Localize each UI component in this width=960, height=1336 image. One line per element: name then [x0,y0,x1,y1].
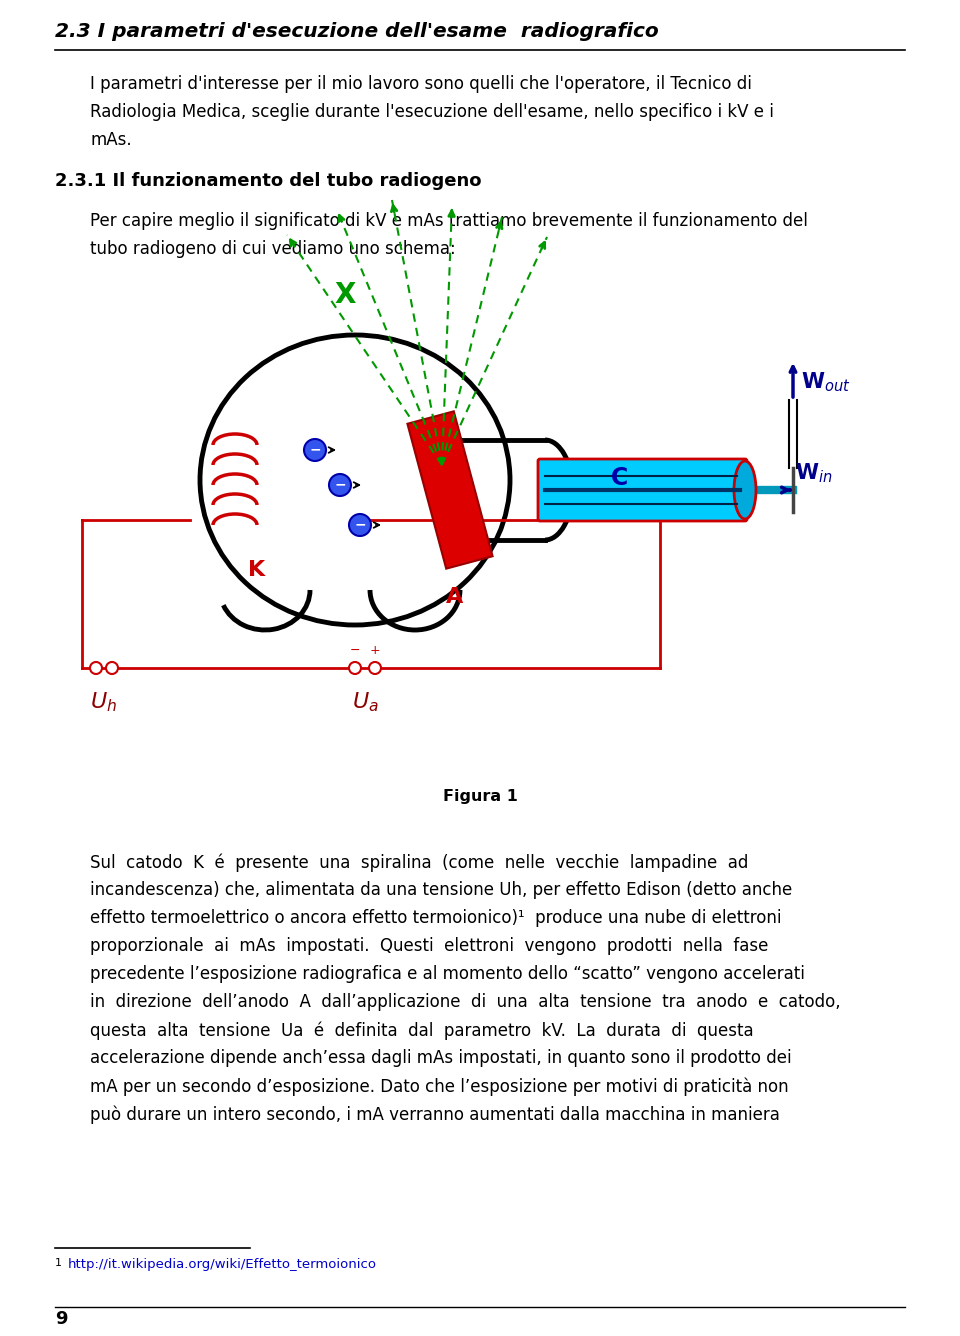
FancyBboxPatch shape [538,460,747,521]
Text: −: − [309,442,321,456]
Text: Per capire meglio il significato di kV e mAs trattiamo brevemente il funzionamen: Per capire meglio il significato di kV e… [90,212,808,230]
Text: può durare un intero secondo, i mA verranno aumentati dalla macchina in maniera: può durare un intero secondo, i mA verra… [90,1105,780,1124]
Text: 2.3.1 Il funzionamento del tubo radiogeno: 2.3.1 Il funzionamento del tubo radiogen… [55,172,482,190]
Text: $U_h$: $U_h$ [90,689,117,713]
Text: $U_a$: $U_a$ [351,689,378,713]
Text: I parametri d'interesse per il mio lavoro sono quelli che l'operatore, il Tecnic: I parametri d'interesse per il mio lavor… [90,75,752,94]
Circle shape [304,440,326,461]
Text: Sul  catodo  K  é  presente  una  spiralina  (come  nelle  vecchie  lampadine  a: Sul catodo K é presente una spiralina (c… [90,852,749,871]
Text: effetto termoelettrico o ancora effetto termoionico)¹  produce una nube di elett: effetto termoelettrico o ancora effetto … [90,908,781,927]
Text: K: K [249,560,266,580]
Text: precedente l’esposizione radiografica e al momento dello “scatto” vengono accele: precedente l’esposizione radiografica e … [90,965,804,983]
Text: +: + [370,644,380,656]
Text: accelerazione dipende anch’essa dagli mAs impostati, in quanto sono il prodotto : accelerazione dipende anch’essa dagli mA… [90,1049,792,1067]
Text: in  direzione  dell’anodo  A  dall’applicazione  di  una  alta  tensione  tra  a: in direzione dell’anodo A dall’applicazi… [90,993,841,1011]
Text: http://it.wikipedia.org/wiki/Effetto_termoionico: http://it.wikipedia.org/wiki/Effetto_ter… [68,1259,377,1271]
Circle shape [369,663,381,673]
Polygon shape [407,411,492,569]
Text: X: X [334,281,356,309]
Text: $\mathbf{W}_{out}$: $\mathbf{W}_{out}$ [801,370,851,394]
Text: 2.3 I parametri d'esecuzione dell'esame  radiografico: 2.3 I parametri d'esecuzione dell'esame … [55,21,659,41]
Circle shape [90,663,102,673]
Circle shape [349,514,371,536]
Text: proporzionale  ai  mAs  impostati.  Questi  elettroni  vengono  prodotti  nella : proporzionale ai mAs impostati. Questi e… [90,937,768,955]
Text: A: A [446,587,464,607]
Text: mAs.: mAs. [90,131,132,150]
Text: tubo radiogeno di cui vediamo uno schema:: tubo radiogeno di cui vediamo uno schema… [90,240,456,258]
Circle shape [106,663,118,673]
Text: 9: 9 [55,1311,67,1328]
Ellipse shape [734,461,756,518]
Text: Figura 1: Figura 1 [443,790,517,804]
Text: questa  alta  tensione  Ua  é  definita  dal  parametro  kV.  La  durata  di  qu: questa alta tensione Ua é definita dal p… [90,1021,754,1039]
Circle shape [329,474,351,496]
Text: Radiologia Medica, sceglie durante l'esecuzione dell'esame, nello specifico i kV: Radiologia Medica, sceglie durante l'ese… [90,103,774,122]
Text: incandescenza) che, alimentata da una tensione Uh, per effetto Edison (detto anc: incandescenza) che, alimentata da una te… [90,880,792,899]
Text: mA per un secondo d’esposizione. Dato che l’esposizione per motivi di praticità : mA per un secondo d’esposizione. Dato ch… [90,1077,788,1096]
Text: −: − [349,644,360,656]
Text: C: C [612,466,629,490]
Text: −: − [354,517,366,530]
Text: $\mathbf{W}_{in}$: $\mathbf{W}_{in}$ [795,461,832,485]
Text: 1: 1 [55,1259,62,1268]
Circle shape [349,663,361,673]
Text: −: − [334,477,346,492]
